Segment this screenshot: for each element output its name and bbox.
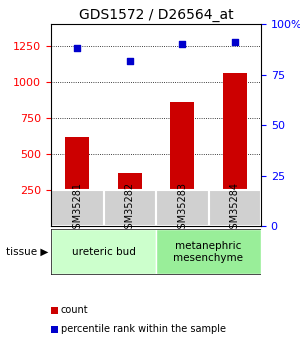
Bar xyxy=(156,190,208,226)
Bar xyxy=(103,190,156,226)
Text: percentile rank within the sample: percentile rank within the sample xyxy=(61,324,226,334)
Title: GDS1572 / D26564_at: GDS1572 / D26564_at xyxy=(79,8,233,22)
Bar xyxy=(208,190,261,226)
Bar xyxy=(51,229,156,274)
Text: GSM35282: GSM35282 xyxy=(125,182,135,235)
Text: GSM35281: GSM35281 xyxy=(72,182,82,235)
Text: ureteric bud: ureteric bud xyxy=(72,247,135,257)
Bar xyxy=(118,173,142,226)
Text: count: count xyxy=(61,305,88,315)
Bar xyxy=(65,137,89,226)
Point xyxy=(75,46,80,51)
Bar xyxy=(170,102,194,226)
Point xyxy=(180,42,185,47)
Bar xyxy=(223,73,247,226)
Point xyxy=(232,40,237,45)
Point xyxy=(128,58,132,63)
Bar xyxy=(156,229,261,274)
Text: tissue ▶: tissue ▶ xyxy=(6,247,48,257)
Text: GSM35284: GSM35284 xyxy=(230,182,240,235)
Bar xyxy=(51,190,104,226)
Text: GSM35283: GSM35283 xyxy=(177,182,187,235)
Text: metanephric
mesenchyme: metanephric mesenchyme xyxy=(173,241,244,263)
